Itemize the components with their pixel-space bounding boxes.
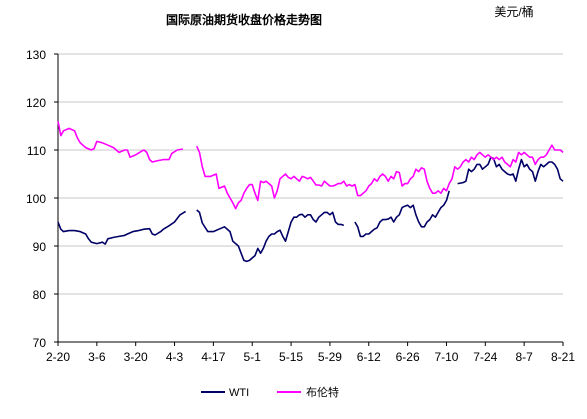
x-tick-label: 3-6 [88, 350, 106, 364]
x-tick-label: 5-29 [318, 350, 342, 364]
legend-item-wti: WTI [201, 387, 249, 399]
x-tick-label: 5-15 [279, 350, 303, 364]
legend-item-brent: 布伦特 [277, 385, 339, 399]
x-tick-label: 4-3 [166, 350, 184, 364]
x-tick-label: 8-7 [515, 350, 533, 364]
x-tick-label: 8-21 [551, 350, 575, 364]
y-tick-label: 80 [33, 288, 47, 302]
x-tick-label: 7-24 [473, 350, 497, 364]
series-line-brent [57, 121, 564, 210]
x-tick-label: 7-10 [434, 350, 458, 364]
x-tick-label: 3-20 [124, 350, 148, 364]
legend: WTI 布伦特 [201, 385, 339, 399]
series-line-wti [57, 156, 564, 263]
x-tick-label: 6-12 [357, 350, 381, 364]
y-tick-label: 120 [26, 96, 46, 110]
x-tick-label: 5-1 [244, 350, 262, 364]
y-tick-label: 110 [27, 144, 46, 158]
x-tick-label: 6-26 [396, 350, 420, 364]
unit-label: 美元/桶 [494, 4, 533, 19]
gridlines [58, 53, 563, 295]
x-tick-label: 2-20 [46, 350, 70, 364]
legend-label-wti: WTI [229, 387, 249, 399]
y-tick-label: 130 [26, 48, 46, 62]
y-tick-label: 90 [33, 240, 47, 254]
y-tick-label: 100 [26, 192, 46, 206]
y-tick-label: 70 [33, 336, 47, 350]
series-lines [57, 121, 564, 263]
x-tick-label: 4-17 [201, 350, 225, 364]
legend-label-brent: 布伦特 [306, 385, 339, 399]
chart-title: 国际原油期货收盘价格走势图 [166, 12, 322, 27]
